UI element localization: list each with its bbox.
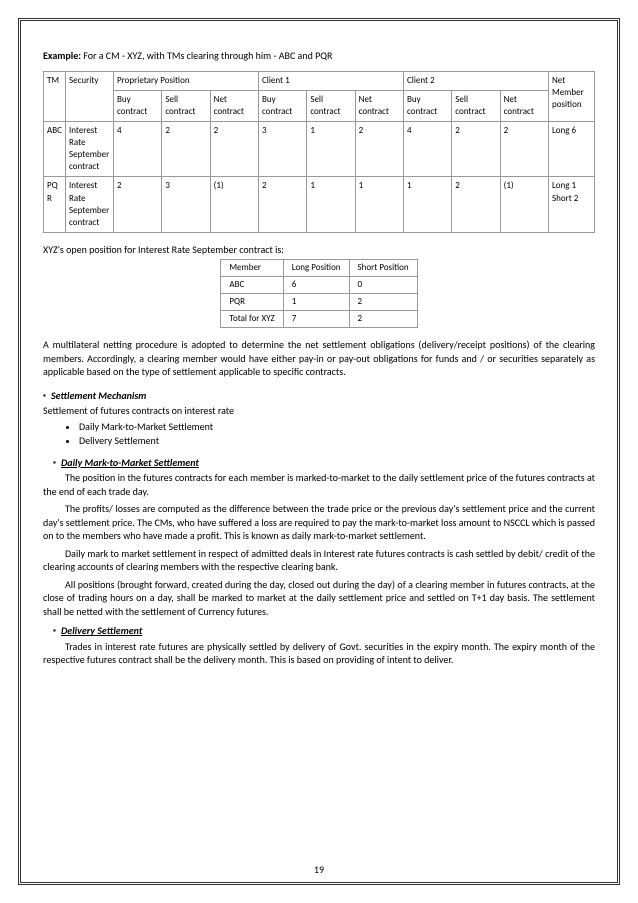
col-long: Long Position: [283, 259, 349, 276]
list-item: Daily Mark-to-Market Settlement: [79, 420, 595, 434]
cell: 7: [283, 310, 349, 327]
cell-tm: ABC: [44, 121, 66, 177]
example-label: Example:: [43, 49, 81, 62]
table-row: ABC Interest Rate September contract 4 2…: [44, 121, 595, 177]
col-sell: Sell contract: [307, 90, 355, 121]
col-group-c1: Client 1: [258, 71, 403, 90]
cell: 2: [355, 121, 403, 177]
cell: 1: [403, 177, 451, 233]
cell: 2: [210, 121, 258, 177]
cell: 2: [452, 177, 500, 233]
example-line: Example: For a CM - XYZ, with TMs cleari…: [43, 49, 595, 63]
cell-tm: PQR: [44, 177, 66, 233]
col-buy: Buy contract: [258, 90, 306, 121]
heading-text: Daily Mark-to-Market Settlement: [61, 456, 199, 469]
mtm-p2: The profits/ losses are computed as the …: [43, 502, 595, 543]
mtm-p3: Daily mark to market settlement in respe…: [43, 547, 595, 574]
table-row: PQR 1 2: [221, 293, 417, 310]
positions-table: TM Security Proprietary Position Client …: [43, 71, 595, 234]
cell: 1: [307, 177, 355, 233]
col-group-c2: Client 2: [403, 71, 548, 90]
heading-text: Delivery Settlement: [61, 624, 142, 637]
col-net-member: Net Member position: [549, 71, 595, 121]
cell-sec: Interest Rate September contract: [66, 121, 114, 177]
table-row: Buy contract Sell contract Net contract …: [44, 90, 595, 121]
heading-text: Settlement Mechanism: [51, 389, 146, 402]
cell: ABC: [221, 276, 283, 293]
list-item: Delivery Settlement: [79, 434, 595, 448]
cell: (1): [500, 177, 548, 233]
table-row: TM Security Proprietary Position Client …: [44, 71, 595, 90]
cell: Total for XYZ: [221, 310, 283, 327]
cell: 2: [349, 310, 417, 327]
col-buy: Buy contract: [403, 90, 451, 121]
cell: 2: [258, 177, 306, 233]
table-row: ABC 6 0: [221, 276, 417, 293]
table-row: Total for XYZ 7 2: [221, 310, 417, 327]
col-buy: Buy contract: [114, 90, 162, 121]
settlement-mechanism-heading: Settlement Mechanism: [43, 389, 595, 403]
cell: 6: [283, 276, 349, 293]
cell: 4: [403, 121, 451, 177]
mtm-p4: All positions (brought forward, created …: [43, 578, 595, 619]
col-sell: Sell contract: [452, 90, 500, 121]
col-short: Short Position: [349, 259, 417, 276]
table-row: PQR Interest Rate September contract 2 3…: [44, 177, 595, 233]
page-number: 19: [21, 863, 617, 877]
settlement-intro: Settlement of futures contracts on inter…: [43, 404, 595, 418]
cell: 2: [500, 121, 548, 177]
cell-nm: Long 1 Short 2: [549, 177, 595, 233]
cell: 3: [162, 177, 210, 233]
cell: (1): [210, 177, 258, 233]
cell: 2: [349, 293, 417, 310]
cell: 2: [114, 177, 162, 233]
cell: 0: [349, 276, 417, 293]
netting-paragraph: A multilateral netting procedure is adop…: [43, 338, 595, 379]
table-row: Member Long Position Short Position: [221, 259, 417, 276]
cell: 2: [162, 121, 210, 177]
cell: 2: [452, 121, 500, 177]
col-net: Net contract: [355, 90, 403, 121]
col-group-prop: Proprietary Position: [114, 71, 259, 90]
cell: 1: [355, 177, 403, 233]
cell: 1: [283, 293, 349, 310]
cell: 1: [307, 121, 355, 177]
example-text: For a CM - XYZ, with TMs clearing throug…: [81, 49, 332, 62]
mtm-p1: The position in the futures contracts fo…: [43, 471, 595, 498]
daily-mtm-heading: Daily Mark-to-Market Settlement: [43, 456, 595, 470]
cell: PQR: [221, 293, 283, 310]
col-tm: TM: [44, 71, 66, 121]
col-net: Net contract: [500, 90, 548, 121]
cell-nm: Long 6: [549, 121, 595, 177]
table2-caption: XYZ's open position for Interest Rate Se…: [43, 243, 595, 257]
settlement-list: Daily Mark-to-Market Settlement Delivery…: [79, 420, 595, 448]
delivery-p1: Trades in interest rate futures are phys…: [43, 640, 595, 667]
col-net: Net contract: [210, 90, 258, 121]
cell: 4: [114, 121, 162, 177]
delivery-heading: Delivery Settlement: [43, 624, 595, 638]
cell: 3: [258, 121, 306, 177]
col-sell: Sell contract: [162, 90, 210, 121]
col-security: Security: [66, 71, 114, 121]
col-member: Member: [221, 259, 283, 276]
open-position-table: Member Long Position Short Position ABC …: [220, 259, 417, 329]
cell-sec: Interest Rate September contract: [66, 177, 114, 233]
